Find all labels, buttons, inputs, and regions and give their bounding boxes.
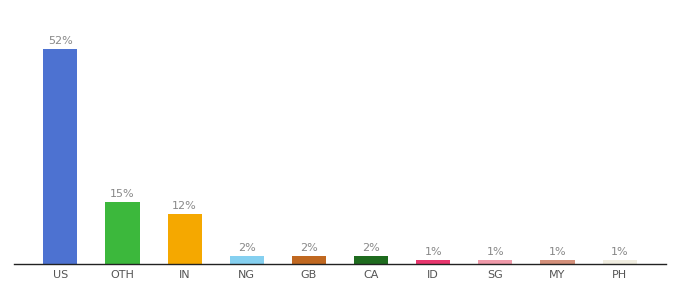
Bar bbox=[230, 256, 264, 264]
Text: 2%: 2% bbox=[362, 243, 380, 253]
Text: 1%: 1% bbox=[611, 247, 628, 257]
Bar bbox=[354, 256, 388, 264]
Bar bbox=[416, 260, 450, 264]
Bar bbox=[478, 260, 513, 264]
Text: 2%: 2% bbox=[300, 243, 318, 253]
Text: 1%: 1% bbox=[549, 247, 566, 257]
Bar bbox=[44, 49, 78, 264]
Bar bbox=[602, 260, 636, 264]
Bar bbox=[105, 202, 139, 264]
Text: 52%: 52% bbox=[48, 36, 73, 46]
Text: 1%: 1% bbox=[487, 247, 504, 257]
Text: 12%: 12% bbox=[172, 201, 197, 212]
Bar bbox=[541, 260, 575, 264]
Text: 1%: 1% bbox=[424, 247, 442, 257]
Text: 15%: 15% bbox=[110, 189, 135, 199]
Bar bbox=[292, 256, 326, 264]
Bar bbox=[167, 214, 202, 264]
Text: 2%: 2% bbox=[238, 243, 256, 253]
